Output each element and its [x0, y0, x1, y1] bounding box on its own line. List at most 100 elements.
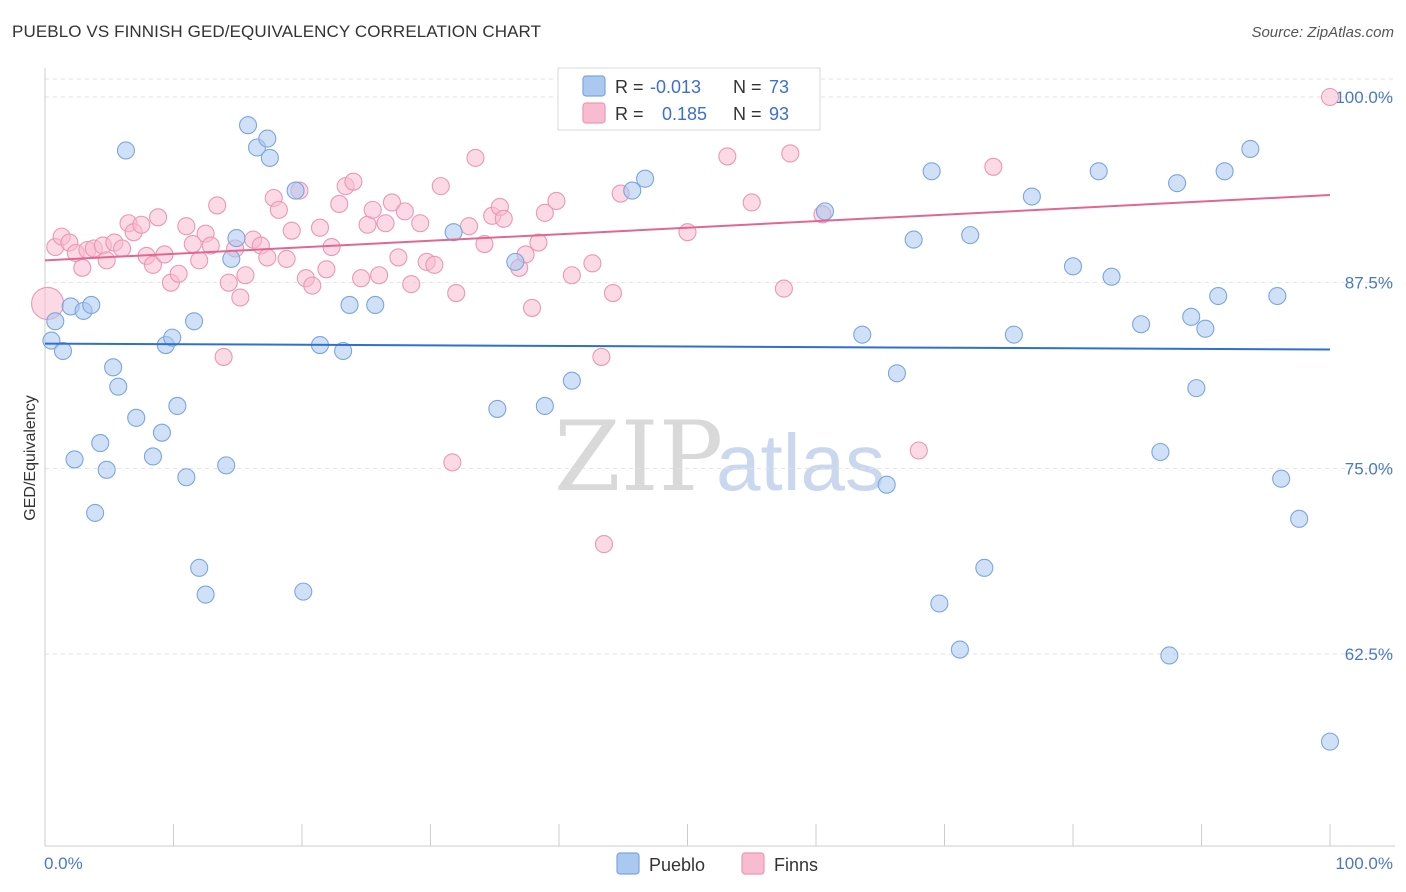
pueblo-point-49	[922, 162, 941, 181]
finns-point-63	[459, 217, 479, 236]
pueblo-point-55	[1022, 187, 1041, 206]
stats-pueblo-r-value: -0.013	[650, 77, 701, 97]
finns-point-60	[431, 177, 450, 196]
pueblo-point-65	[1196, 319, 1215, 338]
pueblo-point-68	[1241, 139, 1260, 159]
finns-point-91	[984, 157, 1003, 176]
pueblo-point-0	[42, 331, 61, 350]
pueblo-point-10	[104, 358, 123, 377]
y-tick-label-0: 62.5%	[1345, 645, 1393, 664]
watermark: ZIP atlas	[554, 401, 885, 513]
finns-point-25	[201, 236, 220, 255]
finns-point-17	[149, 208, 168, 227]
finns-point-11	[113, 239, 132, 258]
grid-lines	[45, 78, 1395, 655]
pueblo-point-72	[1320, 732, 1340, 751]
pueblo-point-37	[488, 399, 507, 418]
legend-swatch-pueblo	[616, 852, 640, 875]
stats-finns-r-value: 0.185	[662, 104, 707, 124]
finns-point-80	[603, 284, 623, 303]
finns-point-5	[73, 258, 92, 277]
pueblo-point-62	[1168, 174, 1187, 193]
finns-point-72	[529, 233, 548, 252]
finns-point-86	[774, 279, 793, 298]
pueblo-point-67	[1215, 162, 1234, 181]
finns-point-9	[97, 251, 116, 270]
pueblo-point-22	[196, 585, 215, 604]
pueblo-point-36	[444, 223, 463, 242]
pueblo-point-11	[109, 377, 128, 396]
pueblo-point-8	[91, 434, 110, 453]
finns-point-74	[547, 191, 566, 211]
finns-point-52	[376, 214, 395, 233]
pueblo-point-14	[143, 447, 162, 466]
pueblo-point-4	[65, 450, 84, 469]
finns-point-90	[909, 441, 928, 460]
finns-point-28	[219, 273, 238, 292]
pueblo-point-58	[1102, 267, 1121, 286]
finns-point-42	[310, 218, 330, 237]
finns-point-73	[535, 203, 554, 222]
finns-trend-line	[44, 194, 1331, 262]
pueblo-point-33	[334, 341, 353, 361]
stats-finns-n-label: N =	[733, 104, 762, 124]
finns-point-83	[718, 147, 737, 166]
finns-point-84	[742, 193, 761, 212]
pueblo-point-20	[185, 312, 204, 331]
pueblo-point-31	[294, 582, 313, 601]
pueblo-point-53	[975, 558, 994, 577]
pueblo-point-43	[636, 169, 655, 188]
finns-point-34	[258, 248, 277, 267]
finns-point-48	[352, 269, 371, 288]
finns-point-47	[344, 172, 363, 191]
finns-point-92	[1320, 87, 1340, 107]
pueblo-point-30	[286, 181, 305, 200]
finns-point-21	[177, 217, 196, 236]
pueblo-trend-line	[44, 342, 1331, 351]
stats-finns-n-value: 93	[769, 104, 789, 124]
pueblo-point-38	[506, 252, 525, 271]
source-credit: Source: ZipAtlas.com	[1251, 24, 1394, 41]
trend-lines	[44, 194, 1331, 351]
x-tick-label-0: 0.0%	[44, 854, 83, 873]
stats-pueblo-r-label: R =	[615, 77, 644, 97]
pueblo-point-35	[366, 295, 385, 314]
finns-point-57	[411, 214, 430, 233]
finns-point-45	[330, 194, 349, 213]
pueblo-point-63	[1182, 307, 1201, 326]
finns-point-61	[443, 453, 462, 472]
finns-point-31	[236, 266, 255, 285]
pueblo-point-2	[53, 341, 73, 361]
finns-point-53	[382, 193, 402, 212]
pueblo-point-23	[217, 456, 236, 475]
y-axis-label: GED/Equivalency	[22, 395, 39, 520]
pueblo-point-29	[260, 148, 279, 167]
finns-point-59	[425, 255, 444, 274]
watermark-zip: ZIP	[554, 401, 723, 513]
legend-label-finns: Finns	[774, 855, 818, 875]
pueblo-point-66	[1209, 286, 1228, 306]
finns-point-43	[317, 260, 336, 279]
pueblo-point-18	[168, 396, 187, 415]
pueblo-point-54	[1004, 325, 1023, 344]
finns-point-37	[277, 249, 296, 268]
legend-swatch-finns	[741, 852, 765, 875]
pueblo-point-7	[86, 503, 105, 522]
finns-point-50	[363, 200, 382, 219]
pueblo-point-13	[127, 408, 146, 427]
x-tick-labels: 0.0% 100.0%	[44, 854, 1393, 873]
pueblo-point-44	[815, 202, 835, 221]
pueblo-point-64	[1187, 379, 1206, 398]
x-tick-label-1: 100.0%	[1335, 854, 1393, 873]
pueblo-point-47	[887, 364, 907, 383]
pueblo-point-60	[1151, 442, 1170, 462]
pueblo-point-9	[97, 460, 116, 479]
pueblo-point-71	[1290, 509, 1309, 528]
finns-point-23	[190, 251, 209, 270]
pueblo-point-50	[930, 594, 949, 613]
y-tick-label-1: 75.0%	[1345, 459, 1393, 478]
finns-point-62	[447, 284, 466, 303]
finns-point-78	[592, 347, 611, 366]
finns-point-55	[395, 202, 414, 221]
pueblo-point-51	[950, 640, 969, 659]
